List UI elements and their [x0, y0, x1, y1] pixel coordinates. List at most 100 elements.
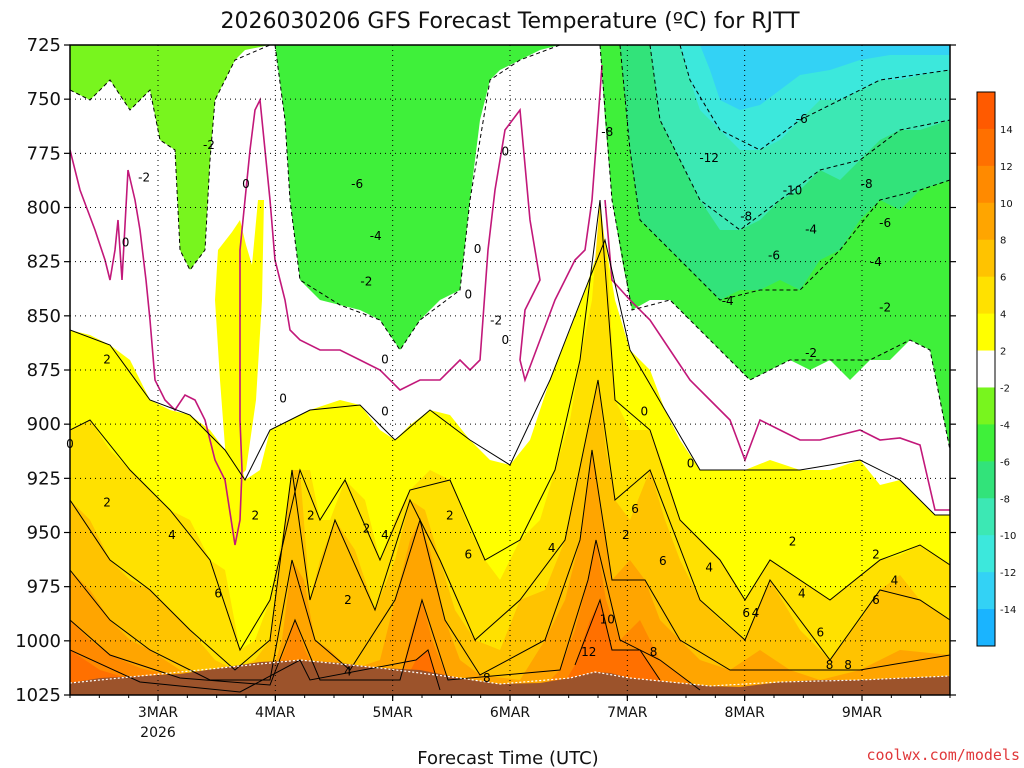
colorbar-swatch: [977, 165, 995, 204]
x-tick-label: 5MAR: [373, 705, 414, 721]
contour-label: 6: [659, 554, 667, 568]
contour-label: 2: [622, 528, 630, 542]
colorbar-label: 2: [1000, 347, 1006, 358]
contour-label: -8: [861, 177, 873, 191]
contour-label: 4: [168, 528, 176, 542]
x-tick-label: 3MAR: [138, 705, 179, 721]
y-tick-label: 925: [27, 468, 61, 489]
contour-label: -2: [360, 275, 372, 289]
contour-label: 4: [891, 574, 899, 588]
contour-label: 2: [307, 509, 315, 523]
contour-label: -12: [699, 151, 719, 165]
contour-label: -4: [805, 223, 817, 237]
x-axis-title: Forecast Time (UTC): [417, 748, 598, 768]
colorbar-swatch: [977, 609, 995, 647]
contour-label: 2: [446, 509, 454, 523]
contour-label: -4: [722, 294, 734, 308]
colorbar-label: 14: [1000, 125, 1013, 136]
contour-label: 6: [214, 587, 222, 601]
y-tick-label: 975: [27, 577, 61, 598]
colorbar-swatch: [977, 461, 995, 499]
contour-6-line: [70, 379, 950, 671]
colorbar-label: 8: [1000, 236, 1006, 247]
contour-label: 6: [631, 502, 639, 516]
contour-label: -2: [879, 301, 891, 315]
colorbar-label: -6: [1000, 457, 1010, 468]
colorbar-frame: [976, 91, 996, 647]
contour-label: 2: [872, 548, 880, 562]
y-tick-label: 725: [27, 35, 61, 56]
contour-label: 12: [581, 645, 596, 659]
colorbar-swatch: [977, 572, 995, 610]
contour-label: -4: [870, 255, 882, 269]
contour-label: 4: [752, 606, 760, 620]
contour-neg10-line: [679, 45, 950, 151]
fill-cold-main: [275, 45, 560, 350]
gridlines: [70, 45, 950, 695]
contour-label: 0: [502, 333, 510, 347]
contour-label: 2: [344, 593, 352, 607]
contour-label: -6: [879, 216, 891, 230]
contour-4-line: [70, 199, 950, 652]
colorbar-label: -2: [1000, 383, 1010, 394]
colorbar-swatch: [977, 313, 995, 352]
x-axis: 3MAR 2026 4MAR 5MAR 6MAR 7MAR 8MAR 9MAR: [69, 695, 951, 741]
contour-label: -2: [203, 138, 215, 152]
colorbar-swatch: [977, 424, 995, 462]
y-tick-label: 1000: [15, 631, 61, 652]
contour-label: -4: [370, 229, 382, 243]
colorbar-label: 4: [1000, 310, 1006, 321]
contour-neg8-line: [649, 45, 950, 231]
contour-label: 0: [122, 236, 130, 250]
colorbar-swatch: [977, 239, 995, 278]
y-tick-label: 750: [27, 89, 61, 110]
contour-label: -6: [351, 177, 363, 191]
contour-label: -2: [138, 171, 150, 185]
contour-label: 0: [687, 457, 695, 471]
contour-label: 8: [826, 658, 834, 672]
contour-label: 4: [548, 541, 556, 555]
credit-text: coolwx.com/models: [866, 746, 1020, 764]
contour-12-line: [70, 598, 661, 693]
contour-10-line: [70, 539, 701, 691]
ground-fill: [70, 660, 950, 695]
contour-label: 2: [103, 496, 111, 510]
colorbar-label: 10: [1000, 199, 1013, 210]
colorbar-swatch: [977, 535, 995, 573]
contour-label: -2: [805, 346, 817, 360]
colorbar-swatch: [977, 350, 995, 388]
colorbar-label: -4: [1000, 420, 1010, 431]
contour-label: 0: [640, 405, 648, 419]
colorbar-swatch: [977, 92, 995, 130]
contour-label: 0: [502, 145, 510, 159]
contour-label: 8: [483, 671, 491, 685]
fill-neg2to-neg4: [70, 45, 270, 270]
contour-label: 0: [381, 405, 389, 419]
colorbar-label: -14: [1000, 605, 1016, 616]
contour-label: 6: [816, 626, 824, 640]
y-tick-label: 950: [27, 523, 61, 544]
contour-label: 0: [474, 242, 482, 256]
contour-neg6-line: [619, 45, 950, 301]
contour-label: -8: [601, 125, 613, 139]
y-tick-label: 825: [27, 252, 61, 273]
contour-label: 4: [705, 561, 713, 575]
x-tick-label: 7MAR: [607, 705, 648, 721]
contour-label: 4: [798, 587, 806, 601]
contour-label: -6: [768, 249, 780, 263]
colorbar-label: -12: [1000, 568, 1016, 579]
contour-label: 10: [600, 613, 615, 627]
y-tick-label: 775: [27, 143, 61, 164]
contour-label: -10: [783, 184, 803, 198]
contour-label: 8: [650, 645, 658, 659]
colorbar-label: -8: [1000, 494, 1010, 505]
contour-label: 8: [844, 658, 852, 672]
contour-8-line: [70, 449, 950, 681]
contour-label: 6: [464, 548, 472, 562]
contour-zero-line-1: [70, 64, 603, 546]
colorbar: -14 -12 -10 -8 -6 -4 -2 2 4 6 8 10 12 14: [976, 91, 1016, 647]
x-tick-sublabel: 2026: [140, 725, 176, 741]
contour-label: -2: [490, 314, 502, 328]
y-tick-label: 800: [27, 198, 61, 219]
